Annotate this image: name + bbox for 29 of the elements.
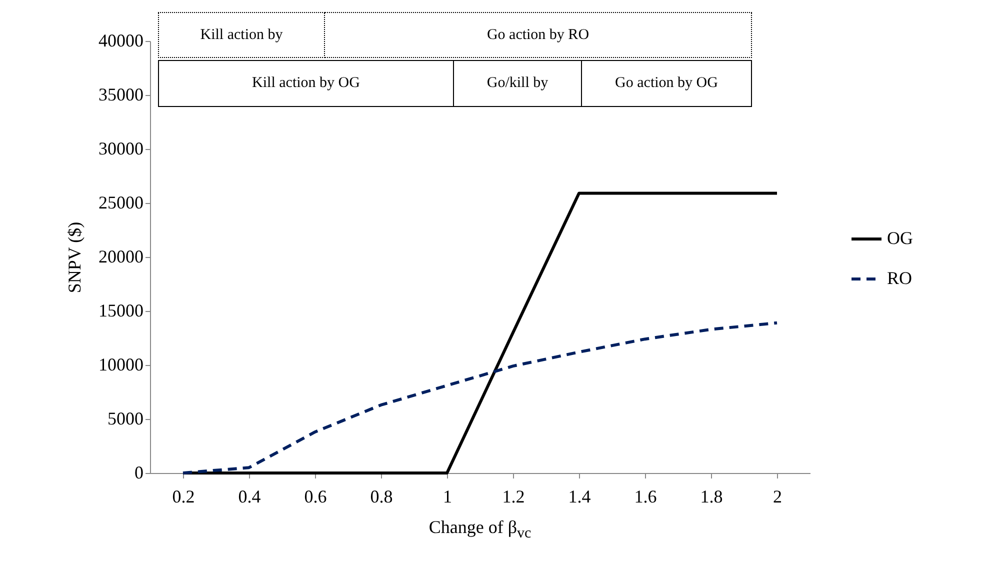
y-tick-label: 20000 [98,246,144,266]
y-tick-label: 35000 [98,84,144,104]
line-series [182,321,778,474]
text-box: Go action by RO [324,12,752,58]
y-tick-label: 10000 [98,354,144,374]
y-tick-label: 25000 [98,192,144,212]
y-tick-label: 5000 [108,408,144,428]
legend-label: RO [887,268,912,288]
x-tick-label: 1.8 [700,486,723,506]
text-box: Go/kill by [453,60,582,107]
x-axis-title: Change of β$_{vc}$ [428,517,532,543]
x-tick-label: 0.8 [370,486,393,506]
y-tick-label: 15000 [98,300,144,320]
text-box: Kill action by OG [158,60,454,107]
x-tick-label: 0.6 [304,486,327,506]
x-tick-label: 0.4 [238,486,261,506]
y-tick-label: 40000 [98,30,144,50]
x-tick-label: 1.6 [634,486,657,506]
x-tick-label: 0.2 [172,486,195,506]
y-tick-label: 30000 [98,138,144,158]
y-tick-label: 0 [134,462,144,482]
legend-label: OG [887,228,913,248]
text-box: Go action by OG [581,60,752,107]
x-tick-label: 1.4 [568,486,591,506]
text-box: Kill action by [158,12,325,58]
x-tick-label: 1 [443,486,452,506]
x-tick-label: 2 [773,486,782,506]
y-axis-title: SNPV ($) [64,222,84,294]
x-tick-label: 1.2 [502,486,525,506]
